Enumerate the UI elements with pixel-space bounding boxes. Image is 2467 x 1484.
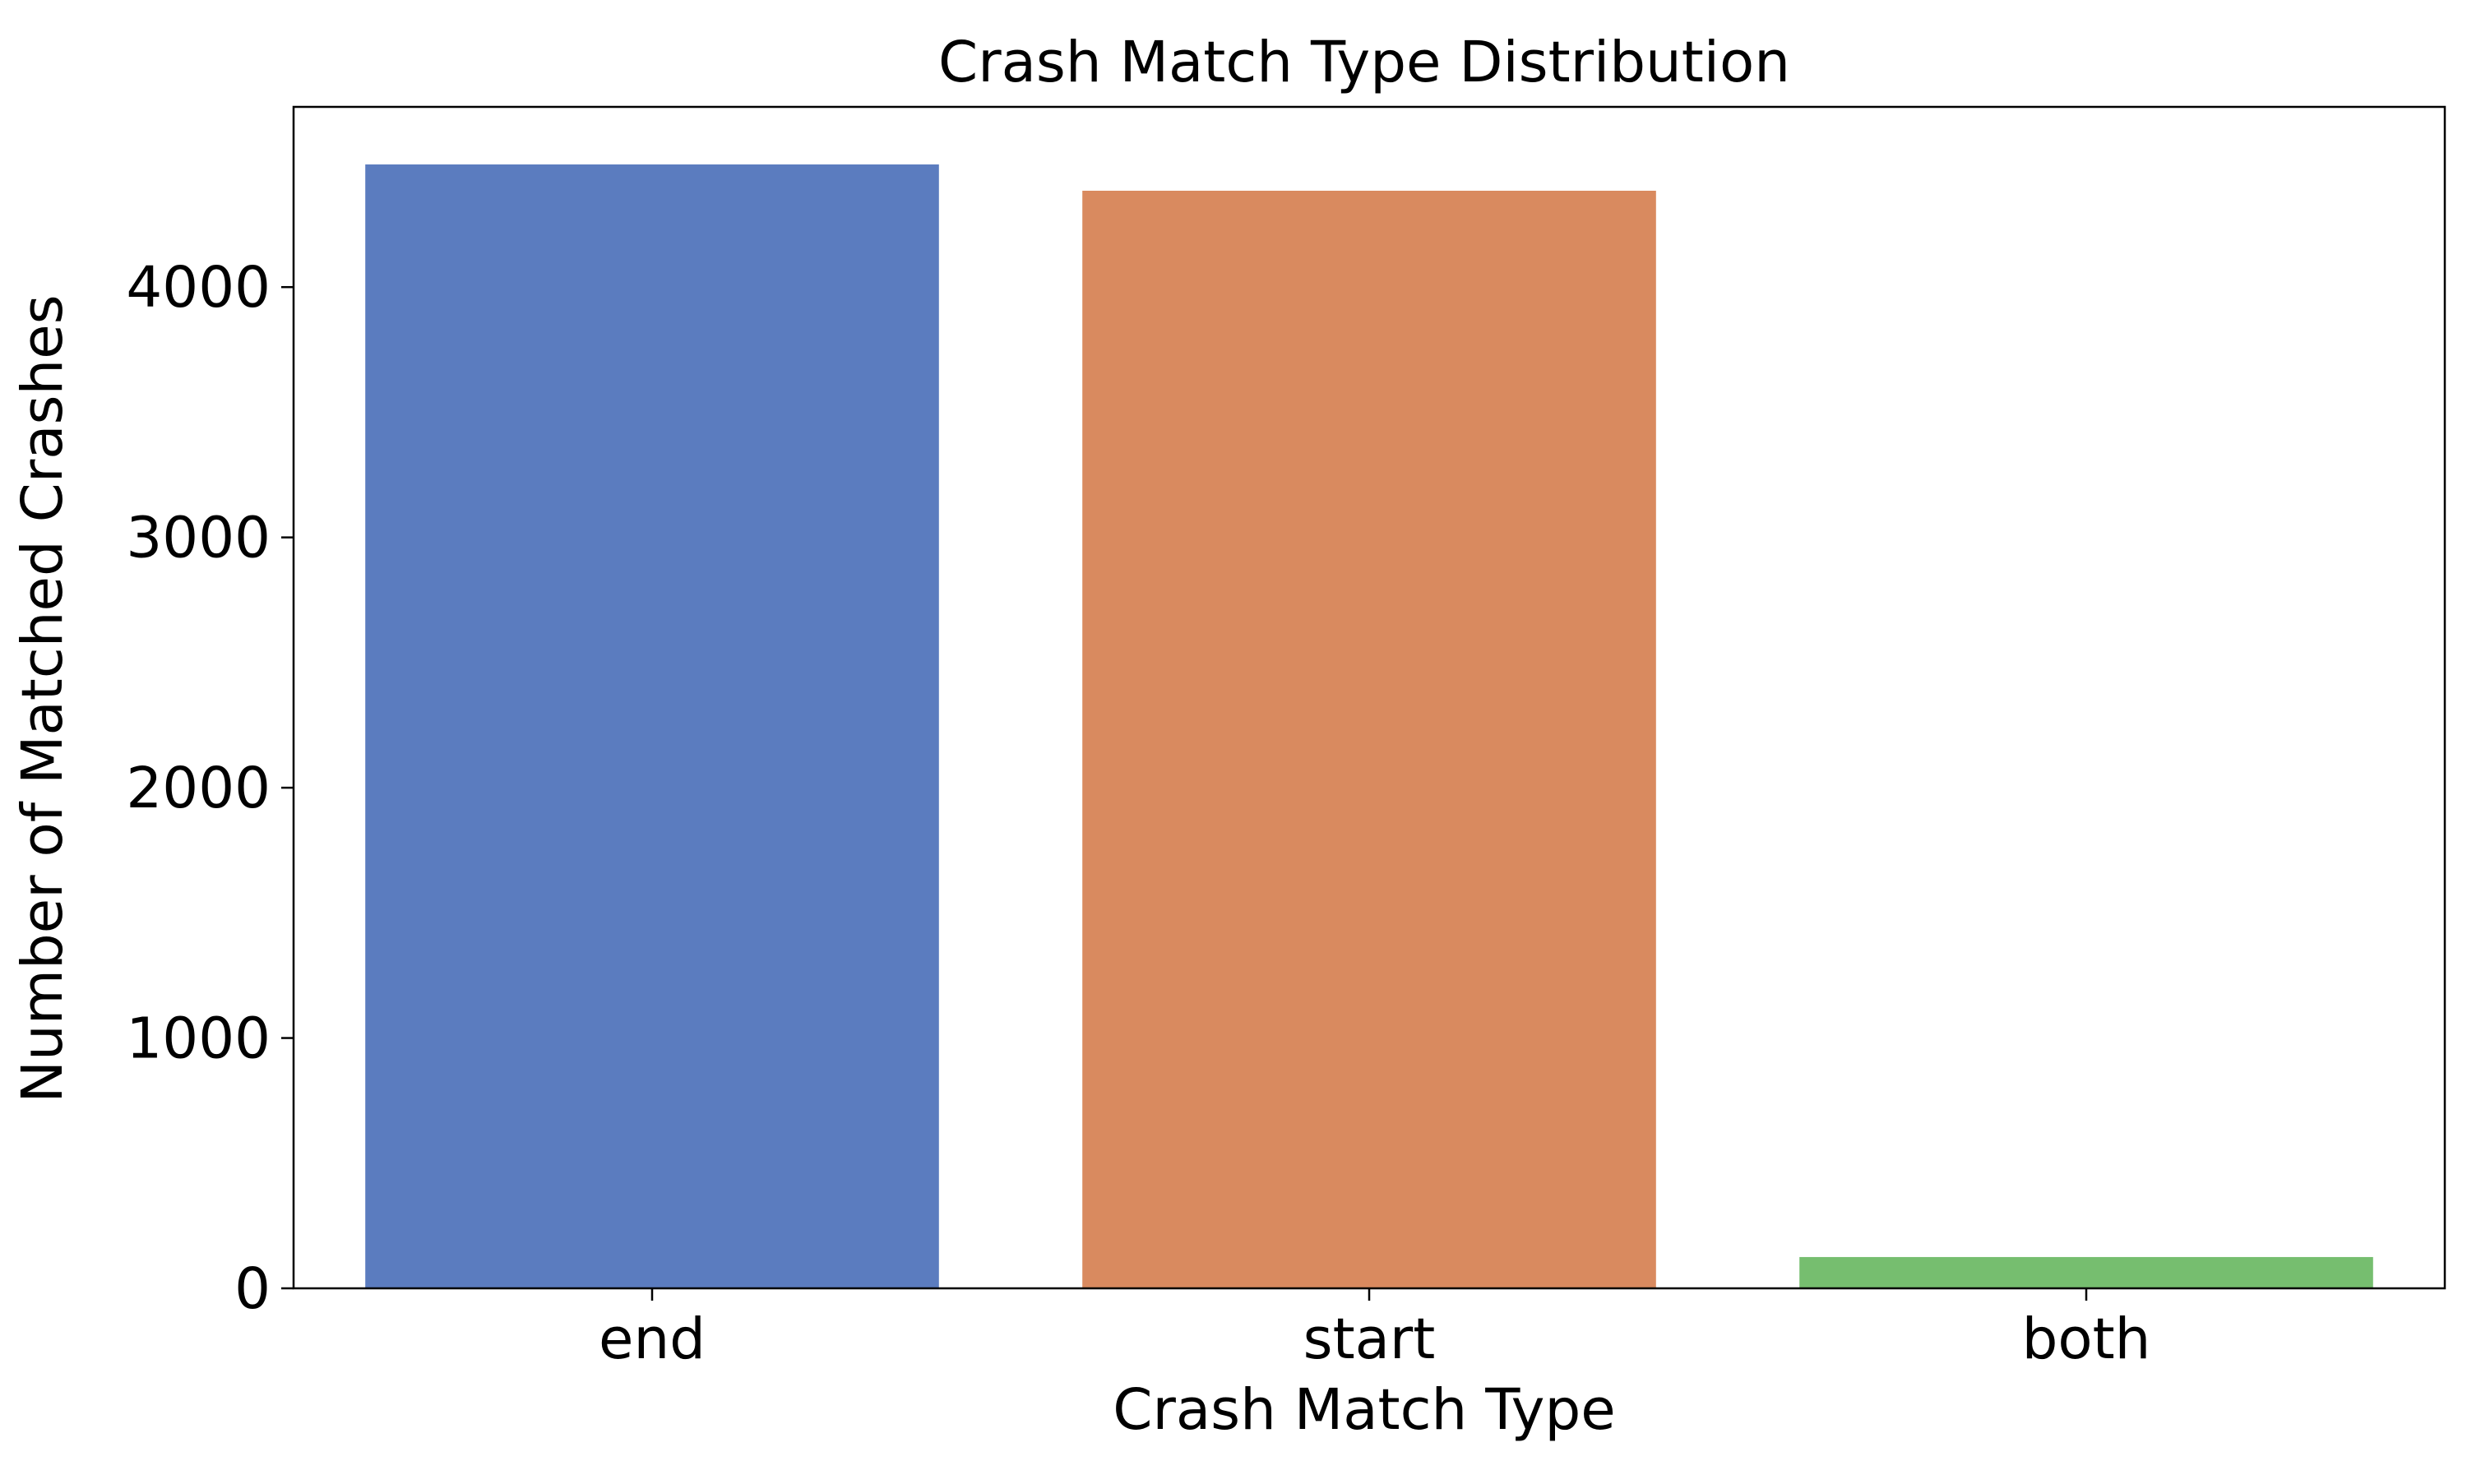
y-axis-label: Number of Matched Crashes	[10, 294, 76, 1103]
y-tick-label-4000: 4000	[126, 255, 271, 321]
y-tick-label-1000: 1000	[126, 1006, 271, 1072]
x-tick-label-start: start	[1303, 1306, 1436, 1372]
bar-end	[365, 164, 939, 1288]
bar-start	[1082, 190, 1656, 1288]
x-tick-label-both: both	[2022, 1306, 2151, 1372]
plot-frame	[292, 105, 2446, 1290]
y-tick-label-2000: 2000	[126, 756, 271, 821]
bar-both	[1799, 1256, 2373, 1288]
x-tick-label-end: end	[599, 1306, 706, 1372]
chart-title: Crash Match Type Distribution	[938, 30, 1790, 95]
plot-area: end start both 0 1000 2000 3000 4000	[126, 105, 2446, 1372]
y-tick-label-3000: 3000	[126, 506, 271, 571]
y-tick-label-0: 0	[234, 1256, 271, 1322]
x-axis-label: Crash Match Type	[1113, 1377, 1615, 1443]
